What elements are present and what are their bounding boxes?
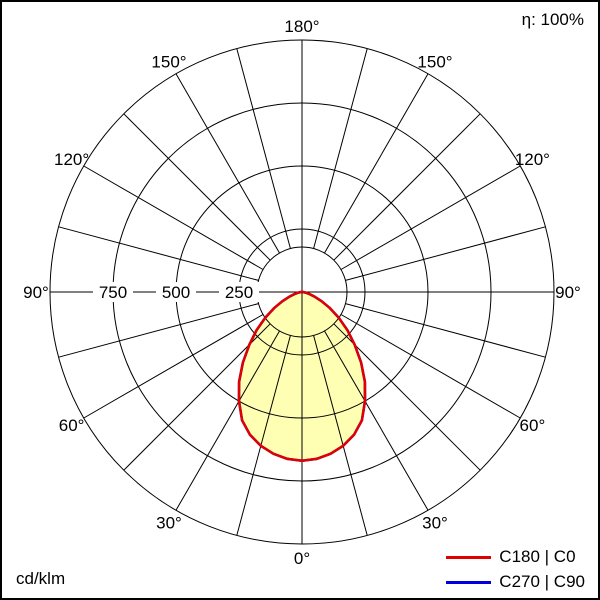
- angle-tick-label: 120°: [54, 150, 89, 169]
- light-output-ratio-label: η: 100%: [521, 10, 584, 29]
- curve-c180-c0: [237, 290, 367, 463]
- grid-spoke: [333, 323, 481, 471]
- grid-spoke: [175, 73, 280, 254]
- grid-spoke: [324, 330, 429, 511]
- angle-tick-label: 60°: [520, 416, 546, 435]
- legend-label-c270-c90: C270 | C90: [499, 572, 585, 591]
- r-tick-label: 250: [225, 283, 253, 302]
- legend-item-c180-c0: C180 | C0: [446, 547, 576, 567]
- grid-spoke: [324, 73, 429, 254]
- angle-tick-label: 120°: [515, 150, 550, 169]
- angle-tick-label: 90°: [555, 283, 581, 302]
- grid-spoke: [236, 335, 291, 536]
- angle-tick-label: 60°: [59, 416, 85, 435]
- grid-spoke: [313, 48, 368, 249]
- angle-tick-label: 150°: [151, 53, 186, 72]
- angle-tick-label: 30°: [422, 513, 448, 532]
- angle-tick-label: 180°: [284, 17, 319, 36]
- grid-spoke: [58, 303, 259, 358]
- legend: C180 | C0 C270 | C90: [446, 547, 585, 592]
- legend-label-c180-c0: C180 | C0: [499, 547, 576, 566]
- angle-tick-label: 90°: [23, 283, 49, 302]
- r-tick-label: 500: [162, 283, 190, 302]
- r-tick-label-bg: [156, 282, 196, 302]
- grid-spoke: [345, 303, 546, 358]
- angle-tick-label: 150°: [417, 53, 452, 72]
- grid-spoke: [345, 226, 546, 281]
- grid-spoke: [83, 314, 264, 419]
- r-tick-label-bg: [219, 282, 259, 302]
- angle-tick-label: 30°: [156, 513, 182, 532]
- grid-spoke: [175, 330, 280, 511]
- grid-spoke: [123, 113, 271, 261]
- angle-tick-label: 0°: [294, 549, 310, 568]
- legend-line-red-icon: [446, 555, 492, 559]
- legend-item-c270-c90: C270 | C90: [446, 572, 585, 592]
- grid-spoke: [313, 335, 368, 536]
- r-tick-label-bg: [93, 282, 133, 302]
- grid-spoke: [340, 165, 521, 270]
- r-tick-label: 750: [99, 283, 127, 302]
- grid-spoke: [333, 113, 481, 261]
- grid-spoke: [123, 323, 271, 471]
- grid-spoke: [58, 226, 259, 281]
- grid-spoke: [340, 314, 521, 419]
- unit-label: cd/klm: [16, 569, 66, 588]
- grid-spoke: [236, 48, 291, 249]
- grid-spoke: [83, 165, 264, 270]
- legend-line-blue-icon: [446, 580, 492, 584]
